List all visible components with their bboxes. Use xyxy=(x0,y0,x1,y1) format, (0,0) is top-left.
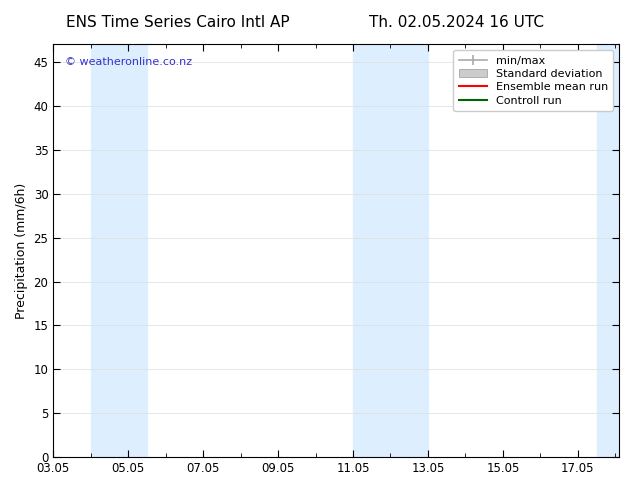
Text: ENS Time Series Cairo Intl AP: ENS Time Series Cairo Intl AP xyxy=(66,15,289,30)
Legend: min/max, Standard deviation, Ensemble mean run, Controll run: min/max, Standard deviation, Ensemble me… xyxy=(453,50,614,111)
Bar xyxy=(597,45,619,457)
Bar xyxy=(353,45,428,457)
Text: © weatheronline.co.nz: © weatheronline.co.nz xyxy=(65,57,191,67)
Bar xyxy=(91,45,147,457)
Text: Th. 02.05.2024 16 UTC: Th. 02.05.2024 16 UTC xyxy=(369,15,544,30)
Y-axis label: Precipitation (mm/6h): Precipitation (mm/6h) xyxy=(15,183,28,319)
